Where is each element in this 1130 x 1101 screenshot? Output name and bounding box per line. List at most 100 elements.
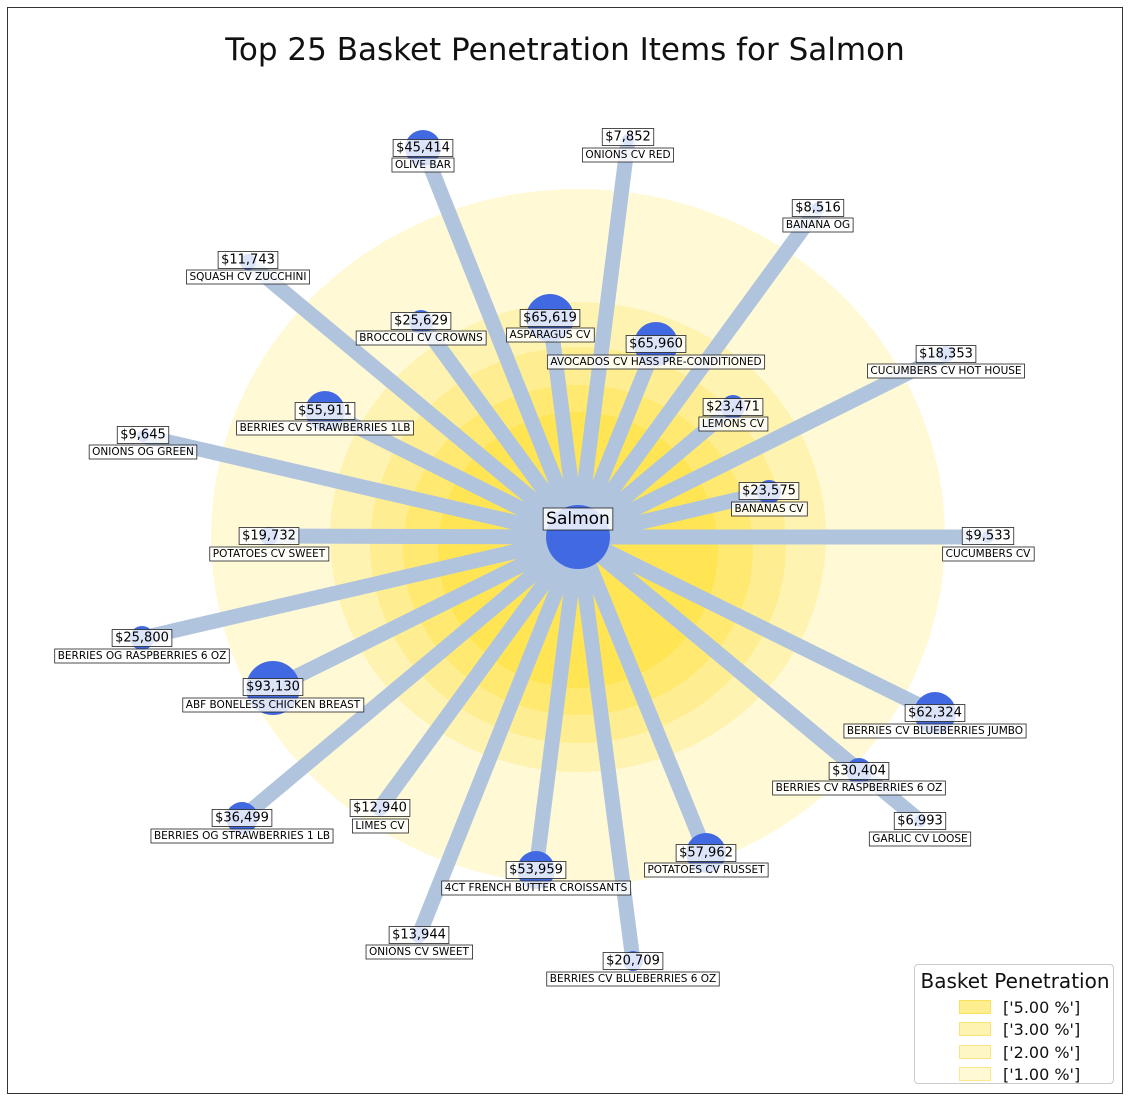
edge-avocados-cv-hass-pre-conditioned: [571, 341, 663, 540]
item-label-lemons-cv-group: LEMONS CV: [698, 416, 769, 432]
item-label-asparagus-cv-box: [506, 327, 595, 343]
edge-4ct-french-butter-croissants: [528, 536, 586, 871]
legend-label: ['2.00 %']: [1003, 1042, 1081, 1062]
item-label-4ct-french-butter-croissants-box: [441, 880, 632, 896]
value-label-squash-cv-zucchini: $11,743: [221, 253, 275, 268]
value-label-berries-cv-blueberries-6-oz: $20,709: [606, 954, 660, 969]
item-label-limes-cv-box: [352, 818, 409, 834]
item-label-onions-cv-sweet: ONIONS CV SWEET: [369, 946, 470, 958]
item-label-4ct-french-butter-croissants: 4CT FRENCH BUTTER CROISSANTS: [445, 882, 628, 894]
item-label-asparagus-cv: ASPARAGUS CV: [510, 329, 592, 341]
item-label-berries-cv-blueberries-6-oz-box: [546, 971, 720, 987]
edge-potatoes-cv-russet: [571, 534, 713, 856]
item-label-squash-cv-zucchini: SQUASH CV ZUCCHINI: [189, 271, 306, 283]
value-label-asparagus-cv: $65,619: [523, 311, 577, 326]
value-label-onions-cv-sweet-group: $13,944: [388, 926, 450, 944]
value-label-potatoes-cv-russet: $57,962: [679, 846, 733, 861]
edge-banana-og: [571, 203, 825, 542]
value-label-berries-og-raspberries-6-oz-group: $25,800: [111, 629, 173, 647]
value-label-cucumbers-cv-box: [961, 527, 1015, 545]
item-label-broccoli-cv-crowns-group: BROCCOLI CV CROWNS: [355, 330, 487, 346]
item-label-berries-og-strawberries-1-lb-group: BERRIES OG STRAWBERRIES 1 LB: [150, 828, 334, 844]
item-label-limes-cv-group: LIMES CV: [352, 818, 409, 834]
item-label-cucumbers-cv-hot-house-group: CUCUMBERS CV HOT HOUSE: [867, 363, 1025, 379]
value-label-onions-og-green: $9,645: [120, 428, 166, 443]
value-label-limes-cv-box: [349, 799, 411, 817]
value-label-berries-cv-blueberries-jumbo: $62,324: [908, 706, 962, 721]
value-label-berries-cv-raspberries-6-oz: $30,404: [832, 764, 886, 779]
item-label-bananas-cv-box: [731, 501, 808, 517]
value-label-cucumbers-cv-hot-house-group: $18,353: [915, 345, 977, 363]
item-label-garlic-cv-loose: GARLIC CV LOOSE: [872, 833, 967, 845]
legend: Basket Penetration ['5.00 %'] ['3.00 %']…: [914, 964, 1114, 1084]
edge-limes-cv: [373, 532, 585, 813]
edge-abf-boneless-chicken-breast: [269, 530, 582, 695]
value-label-avocados-cv-hass-pre-conditioned-group: $65,960: [625, 335, 687, 353]
item-label-olive-bar: OLIVE BAR: [395, 159, 451, 171]
edge-berries-og-strawberries-1-lb: [237, 531, 583, 824]
item-label-onions-cv-red-group: ONIONS CV RED: [581, 147, 675, 163]
value-label-cucumbers-cv: $9,533: [965, 529, 1011, 544]
value-label-potatoes-cv-sweet-group: $19,732: [238, 527, 300, 545]
value-label-olive-bar-group: $45,414: [392, 139, 454, 157]
item-label-broccoli-cv-crowns-box: [355, 330, 487, 346]
item-label-olive-bar-box: [391, 157, 455, 173]
item-label-bananas-cv: BANANAS CV: [735, 503, 805, 515]
edge-berries-og-raspberries-6-oz: [140, 529, 580, 646]
item-label-cucumbers-cv-group: CUCUMBERS CV: [942, 546, 1035, 562]
legend-label: ['1.00 %']: [1003, 1064, 1081, 1084]
edge-cucumbers-cv-hot-house: [574, 347, 950, 544]
value-label-onions-cv-sweet: $13,944: [392, 928, 446, 943]
center-label: Salmon: [546, 509, 610, 529]
value-label-onions-og-green-box: [116, 426, 170, 444]
item-label-onions-og-green-box: [88, 444, 198, 460]
value-label-broccoli-cv-crowns-group: $25,629: [390, 312, 452, 330]
item-label-cucumbers-cv-box: [942, 546, 1035, 562]
item-label-abf-boneless-chicken-breast: ABF BONELESS CHICKEN BREAST: [186, 699, 361, 711]
legend-swatch: [959, 1000, 991, 1014]
value-label-potatoes-cv-sweet: $19,732: [242, 529, 296, 544]
item-label-garlic-cv-loose-box: [868, 831, 972, 847]
value-label-lemons-cv-box: [702, 398, 764, 416]
value-label-berries-cv-strawberries-1lb-group: $55,911: [294, 402, 356, 420]
legend-title: Basket Penetration: [920, 969, 1110, 993]
value-label-asparagus-cv-group: $65,619: [519, 309, 581, 327]
value-label-lemons-cv-group: $23,471: [702, 398, 764, 416]
value-label-onions-cv-red: $7,852: [605, 130, 651, 145]
value-label-avocados-cv-hass-pre-conditioned: $65,960: [629, 337, 683, 352]
value-label-banana-og: $8,516: [795, 201, 841, 216]
edge-olive-bar: [416, 145, 585, 540]
value-label-avocados-cv-hass-pre-conditioned-box: [625, 335, 687, 353]
legend-swatch: [959, 1022, 991, 1036]
item-label-berries-cv-strawberries-1lb: BERRIES CV STRAWBERRIES 1LB: [240, 422, 411, 434]
value-label-lemons-cv: $23,471: [706, 400, 760, 415]
item-label-squash-cv-zucchini-group: SQUASH CV ZUCCHINI: [186, 269, 310, 285]
value-label-olive-bar-box: [392, 139, 454, 157]
value-label-berries-cv-blueberries-jumbo-group: $62,324: [904, 704, 966, 722]
item-label-berries-cv-strawberries-1lb-box: [236, 420, 414, 436]
item-label-squash-cv-zucchini-box: [186, 269, 310, 285]
item-label-berries-cv-blueberries-jumbo-box: [843, 723, 1027, 739]
item-label-banana-og-box: [782, 217, 854, 233]
item-label-berries-og-strawberries-1-lb-box: [150, 828, 334, 844]
item-label-berries-og-raspberries-6-oz-group: BERRIES OG RASPBERRIES 6 OZ: [54, 648, 230, 664]
edge-potatoes-cv-sweet: [268, 528, 579, 545]
value-label-berries-og-raspberries-6-oz-box: [111, 629, 173, 647]
value-label-garlic-cv-loose-box: [893, 812, 947, 830]
edge-squash-cv-zucchini: [243, 256, 583, 543]
value-label-abf-boneless-chicken-breast-group: $93,130: [242, 678, 304, 696]
value-label-onions-cv-red-box: [601, 128, 655, 146]
value-label-limes-cv-group: $12,940: [349, 799, 411, 817]
legend-label: ['5.00 %']: [1003, 997, 1081, 1017]
item-label-berries-og-raspberries-6-oz-box: [54, 648, 230, 664]
item-label-broccoli-cv-crowns: BROCCOLI CV CROWNS: [359, 332, 483, 344]
value-label-asparagus-cv-box: [519, 309, 581, 327]
item-label-berries-cv-raspberries-6-oz-box: [772, 780, 946, 796]
item-label-olive-bar-group: OLIVE BAR: [391, 157, 455, 173]
value-label-bananas-cv-group: $23,575: [738, 482, 800, 500]
item-label-garlic-cv-loose-group: GARLIC CV LOOSE: [868, 831, 972, 847]
item-label-berries-cv-blueberries-jumbo-group: BERRIES CV BLUEBERRIES JUMBO: [843, 723, 1027, 739]
value-label-squash-cv-zucchini-group: $11,743: [217, 251, 279, 269]
item-label-onions-cv-sweet-group: ONIONS CV SWEET: [365, 944, 473, 960]
value-label-broccoli-cv-crowns-box: [390, 312, 452, 330]
